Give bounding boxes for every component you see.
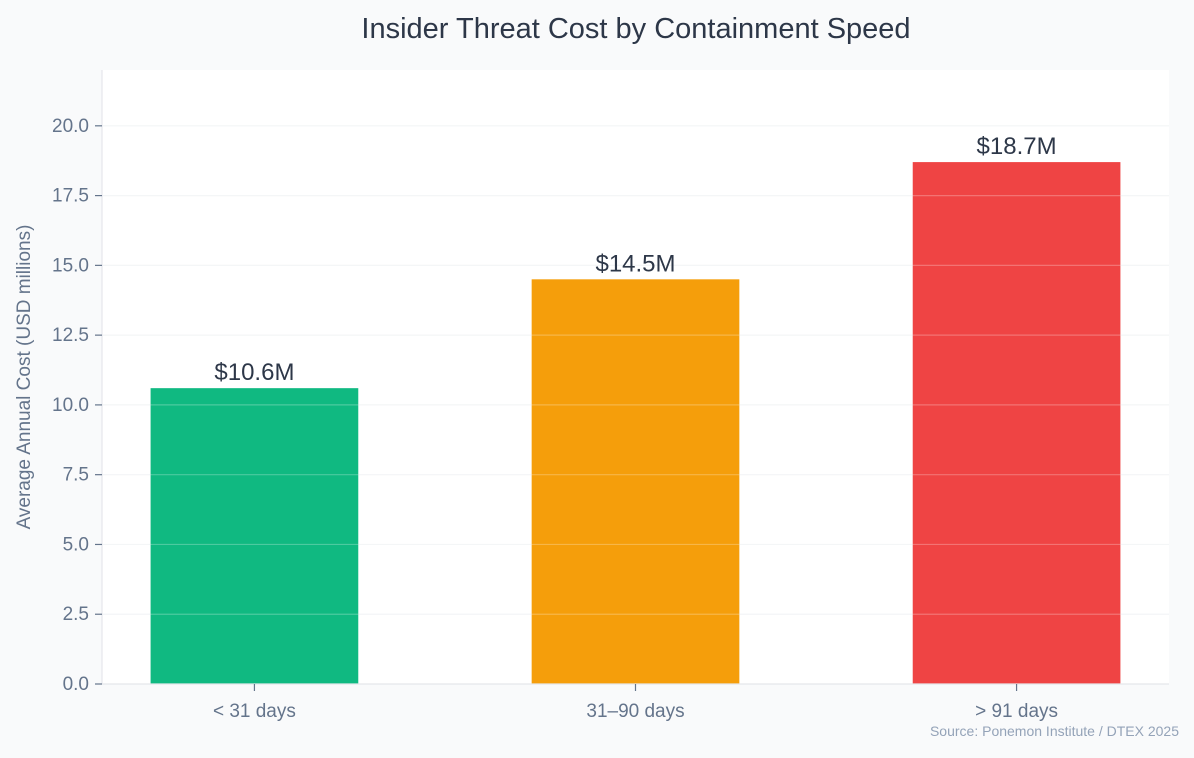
y-tick-label: 10.0 — [52, 395, 89, 416]
y-ticks: 0.0 2.5 5.0 7.5 10.0 12.5 15.0 17.5 20.0 — [52, 116, 102, 695]
data-label: $14.5M — [595, 250, 675, 277]
x-tick-label: > 91 days — [975, 701, 1058, 722]
chart-title: Insider Threat Cost by Containment Speed — [361, 13, 910, 45]
y-tick-label: 17.5 — [52, 186, 89, 207]
x-ticks: < 31 days 31–90 days > 91 days — [213, 684, 1058, 722]
y-tick-label: 15.0 — [52, 255, 89, 276]
bars — [150, 162, 1121, 685]
bar — [912, 162, 1121, 685]
x-tick-label: < 31 days — [213, 701, 296, 722]
data-label: $18.7M — [977, 133, 1057, 160]
bar — [150, 388, 359, 684]
x-tick-label: 31–90 days — [586, 701, 684, 722]
gridlines-overlay — [102, 125, 1169, 615]
y-tick-label: 0.0 — [63, 674, 89, 695]
y-tick-label: 2.5 — [63, 604, 89, 625]
data-label: $10.6M — [214, 359, 294, 386]
source-note: Source: Ponemon Institute / DTEX 2025 — [930, 723, 1179, 739]
y-tick-label: 20.0 — [52, 116, 89, 137]
y-tick-label: 5.0 — [63, 534, 89, 555]
data-labels: $10.6M $14.5M $18.7M — [214, 133, 1056, 386]
y-tick-label: 7.5 — [63, 465, 89, 486]
y-tick-label: 12.5 — [52, 325, 89, 346]
y-axis-label: Average Annual Cost (USD millions) — [14, 225, 35, 530]
bar — [531, 279, 740, 684]
